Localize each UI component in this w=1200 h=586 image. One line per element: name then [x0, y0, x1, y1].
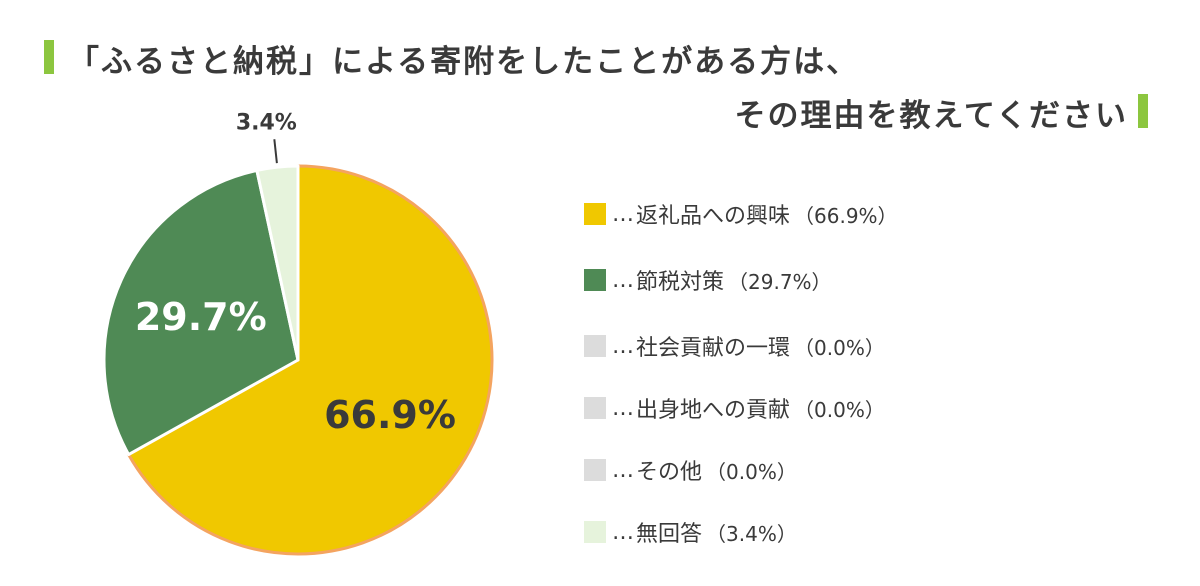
legend-label-2: 節税対策: [636, 270, 725, 295]
chart-title-line-2: その理由を教えてください: [734, 98, 1128, 134]
legend-item-1: … 返礼品への興味 （66.9%）: [584, 200, 898, 229]
legend-item-2: … 節税対策 （29.7%）: [584, 266, 898, 295]
legend-separator: …: [612, 457, 634, 483]
legend-separator: …: [612, 333, 634, 359]
legend-value-3: （0.0%）: [794, 335, 885, 360]
legend-swatch-6: [584, 521, 606, 543]
pie-data-label-slice-2: 29.7%: [135, 295, 267, 339]
legend-swatch-2: [584, 269, 606, 291]
legend-item-6: … 無回答 （3.4%）: [584, 518, 898, 547]
legend-separator: …: [612, 267, 634, 293]
legend-label-6: 無回答: [636, 522, 703, 547]
legend-value-1: （66.9%）: [794, 203, 898, 228]
legend-swatch-3: [584, 335, 606, 357]
title-accent-bar-right: [1138, 94, 1148, 128]
legend-item-4: … 出身地への貢献 （0.0%）: [584, 394, 898, 423]
legend-label-1: 返礼品への興味: [636, 204, 791, 229]
chart-title-line-1: 「ふるさと納税」による寄附をしたことがある方は、: [68, 44, 860, 80]
legend-swatch-1: [584, 203, 606, 225]
legend-swatch-4: [584, 397, 606, 419]
pie-slice-1: [127, 164, 494, 556]
legend-swatch-5: [584, 459, 606, 481]
legend-value-6: （3.4%）: [706, 521, 797, 546]
legend-separator: …: [612, 201, 634, 227]
legend-separator: …: [612, 395, 634, 421]
legend-value-4: （0.0%）: [794, 397, 885, 422]
pie-slice-2: [102, 168, 300, 457]
legend-label-4: 出身地への貢献: [636, 398, 791, 423]
pie-slices: [102, 164, 494, 556]
title-accent-bar-left: [44, 40, 54, 74]
legend-value-5: （0.0%）: [706, 459, 797, 484]
pie-slice-6: [255, 164, 300, 362]
legend-label-5: その他: [636, 460, 703, 485]
pie-leader-line-slice-6: [273, 139, 278, 164]
legend-label-3: 社会貢献の一環: [636, 336, 791, 361]
legend-separator: …: [612, 519, 634, 545]
pie-data-label-slice-6: 3.4%: [236, 110, 297, 135]
legend-item-5: … その他 （0.0%）: [584, 456, 898, 485]
legend-item-3: … 社会貢献の一環 （0.0%）: [584, 332, 898, 361]
chart-legend: … 返礼品への興味 （66.9%）… 節税対策 （29.7%）… 社会貢献の一環 （0.0%…: [584, 200, 898, 547]
pie-data-label-slice-1: 66.9%: [324, 393, 456, 437]
legend-value-2: （29.7%）: [728, 269, 832, 294]
pie-labels: 66.9% 29.7% 3.4%: [135, 110, 456, 437]
